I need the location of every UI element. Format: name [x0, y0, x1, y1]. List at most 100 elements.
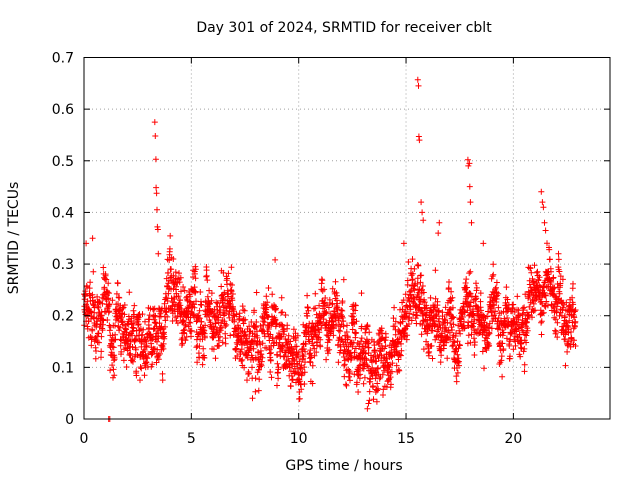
data-point: [263, 293, 270, 300]
data-point: [550, 304, 557, 311]
data-point: [546, 256, 553, 263]
data-point: [424, 317, 431, 324]
data-point: [122, 325, 129, 332]
data-point: [195, 331, 202, 338]
data-point: [550, 274, 557, 281]
data-point: [167, 232, 174, 239]
data-point: [173, 283, 180, 290]
data-point: [338, 307, 345, 314]
data-point: [361, 374, 368, 381]
data-point: [287, 338, 294, 345]
grid-lines: [84, 57, 610, 419]
data-point: [145, 350, 152, 357]
data-point: [447, 320, 454, 327]
data-point: [89, 327, 96, 334]
data-point: [550, 285, 557, 292]
data-point: [500, 346, 507, 352]
data-point: [539, 199, 546, 206]
data-point: [500, 329, 507, 336]
data-point: [234, 353, 241, 359]
data-point: [325, 304, 332, 311]
data-point: [429, 355, 436, 362]
data-point: [473, 280, 479, 287]
data-point: [311, 352, 318, 359]
data-point: [432, 267, 439, 274]
data-point: [446, 279, 452, 285]
data-point: [252, 388, 259, 395]
data-point: [159, 377, 166, 384]
data-point: [290, 326, 297, 333]
data-point: [234, 341, 241, 348]
data-point: [436, 322, 443, 329]
data-point: [344, 322, 350, 329]
data-point: [405, 259, 412, 265]
data-point: [284, 322, 291, 329]
data-point: [276, 339, 283, 346]
data-point: [229, 297, 236, 304]
data-point: [300, 353, 307, 360]
data-point: [536, 274, 543, 281]
data-point: [267, 369, 274, 375]
data-point: [140, 326, 147, 333]
data-point: [364, 362, 370, 369]
data-point: [541, 219, 548, 226]
data-point: [226, 314, 233, 321]
data-point: [391, 304, 398, 311]
data-point: [362, 350, 369, 357]
data-point: [414, 280, 421, 287]
data-point: [466, 270, 473, 277]
data-point: [548, 279, 555, 285]
data-point: [249, 364, 255, 371]
data-point: [405, 321, 412, 327]
data-point: [304, 313, 311, 319]
data-point: [278, 309, 285, 316]
data-point: [526, 313, 532, 319]
data-point: [193, 344, 200, 351]
data-point: [153, 190, 160, 197]
data-point: [414, 262, 421, 268]
data-point: [521, 361, 528, 368]
data-point: [88, 342, 95, 349]
data-point: [204, 277, 211, 284]
data-point: [229, 282, 235, 288]
data-point: [453, 378, 460, 385]
data-point: [135, 322, 141, 328]
data-point: [180, 318, 187, 324]
data-point: [250, 345, 257, 352]
data-point: [98, 354, 104, 361]
data-point: [155, 330, 162, 336]
data-point: [392, 344, 399, 350]
data-point: [204, 293, 211, 300]
data-point: [106, 308, 113, 315]
data-point: [286, 358, 292, 365]
data-point: [380, 386, 387, 393]
data-point: [104, 289, 111, 296]
data-point: [464, 298, 471, 305]
data-point: [312, 290, 319, 297]
data-point: [168, 266, 175, 273]
data-point: [208, 290, 215, 297]
data-point: [187, 319, 194, 326]
data-point: [101, 284, 108, 291]
data-point: [87, 279, 94, 286]
data-point: [381, 367, 387, 374]
data-point: [491, 312, 498, 319]
data-point: [258, 351, 265, 358]
data-point: [105, 301, 112, 308]
y-axis-label: SRMTID / TECUs: [6, 182, 22, 295]
data-point: [319, 287, 326, 294]
data-point: [177, 297, 184, 304]
data-point: [572, 343, 579, 349]
data-point: [492, 286, 499, 292]
data-point: [322, 309, 329, 316]
data-point: [409, 277, 416, 284]
data-point: [532, 297, 539, 304]
data-point: [548, 268, 554, 275]
data-point: [267, 331, 274, 338]
data-point: [275, 375, 282, 382]
data-point: [203, 272, 210, 279]
data-point: [504, 315, 511, 321]
data-point: [503, 335, 510, 342]
data-point: [346, 370, 353, 376]
data-point: [172, 314, 179, 321]
